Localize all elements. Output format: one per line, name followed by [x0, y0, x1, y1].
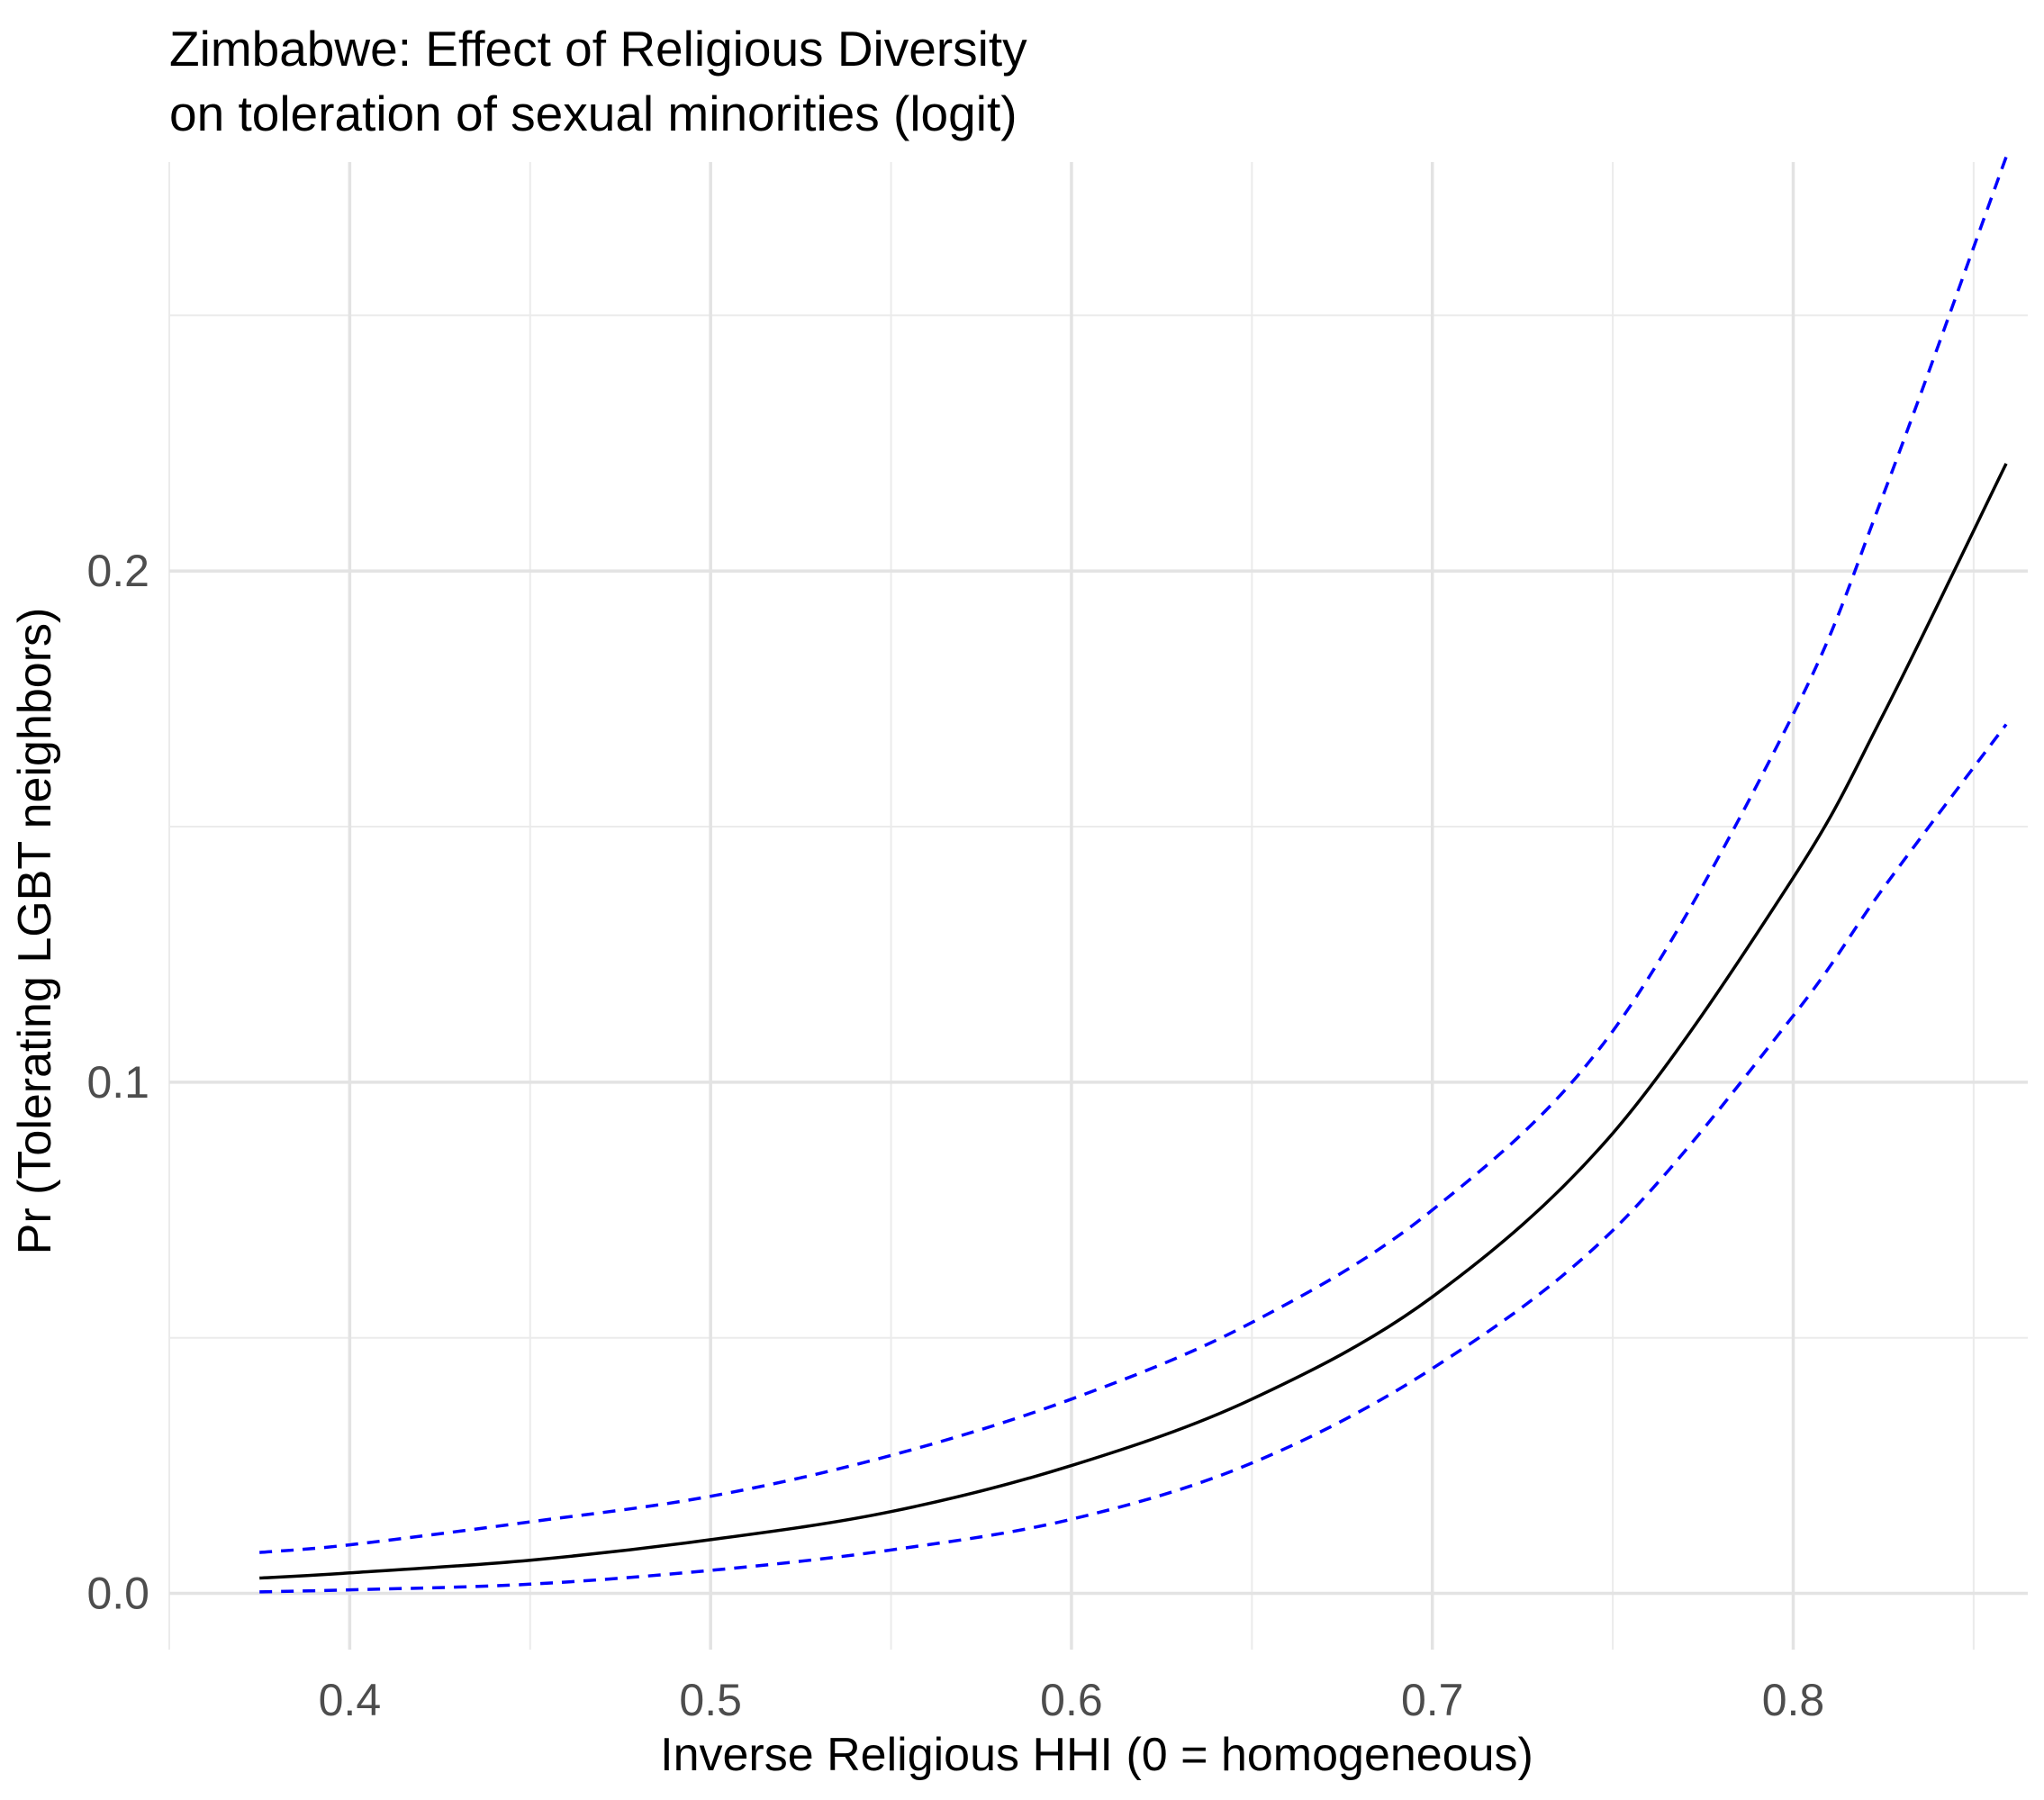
x-axis-title: Inverse Religious HHI (0 = homogeneous): [660, 1729, 1533, 1781]
chart-subtitle: on toleration of sexual minorities (logi…: [169, 86, 1017, 141]
y-tick-label: 0.1: [86, 1057, 149, 1108]
y-tick-labels: 0.0 0.1 0.2: [86, 546, 149, 1618]
x-tick-labels: 0.4 0.5 0.6 0.7 0.8: [319, 1675, 1825, 1725]
upper-ci-line: [259, 156, 2008, 1554]
gridlines: [168, 162, 2028, 1650]
y-tick-label: 0.0: [86, 1569, 149, 1619]
y-tick-label: 0.2: [86, 546, 149, 596]
fitted-line: [259, 463, 2008, 1580]
chart-title: Zimbabwe: Effect of Religious Diversity: [169, 21, 1027, 77]
x-tick-label: 0.8: [1762, 1675, 1825, 1725]
lower-ci-line: [259, 723, 2008, 1594]
series-lines: [259, 156, 2008, 1594]
x-tick-label: 0.5: [679, 1675, 742, 1725]
chart-title-block: Zimbabwe: Effect of Religious Diversity …: [169, 16, 1027, 146]
x-tick-label: 0.4: [319, 1675, 382, 1725]
x-tick-label: 0.7: [1401, 1675, 1464, 1725]
y-axis-title: Pr (Tolerating LGBT neighbors): [9, 608, 61, 1255]
x-tick-label: 0.6: [1040, 1675, 1103, 1725]
